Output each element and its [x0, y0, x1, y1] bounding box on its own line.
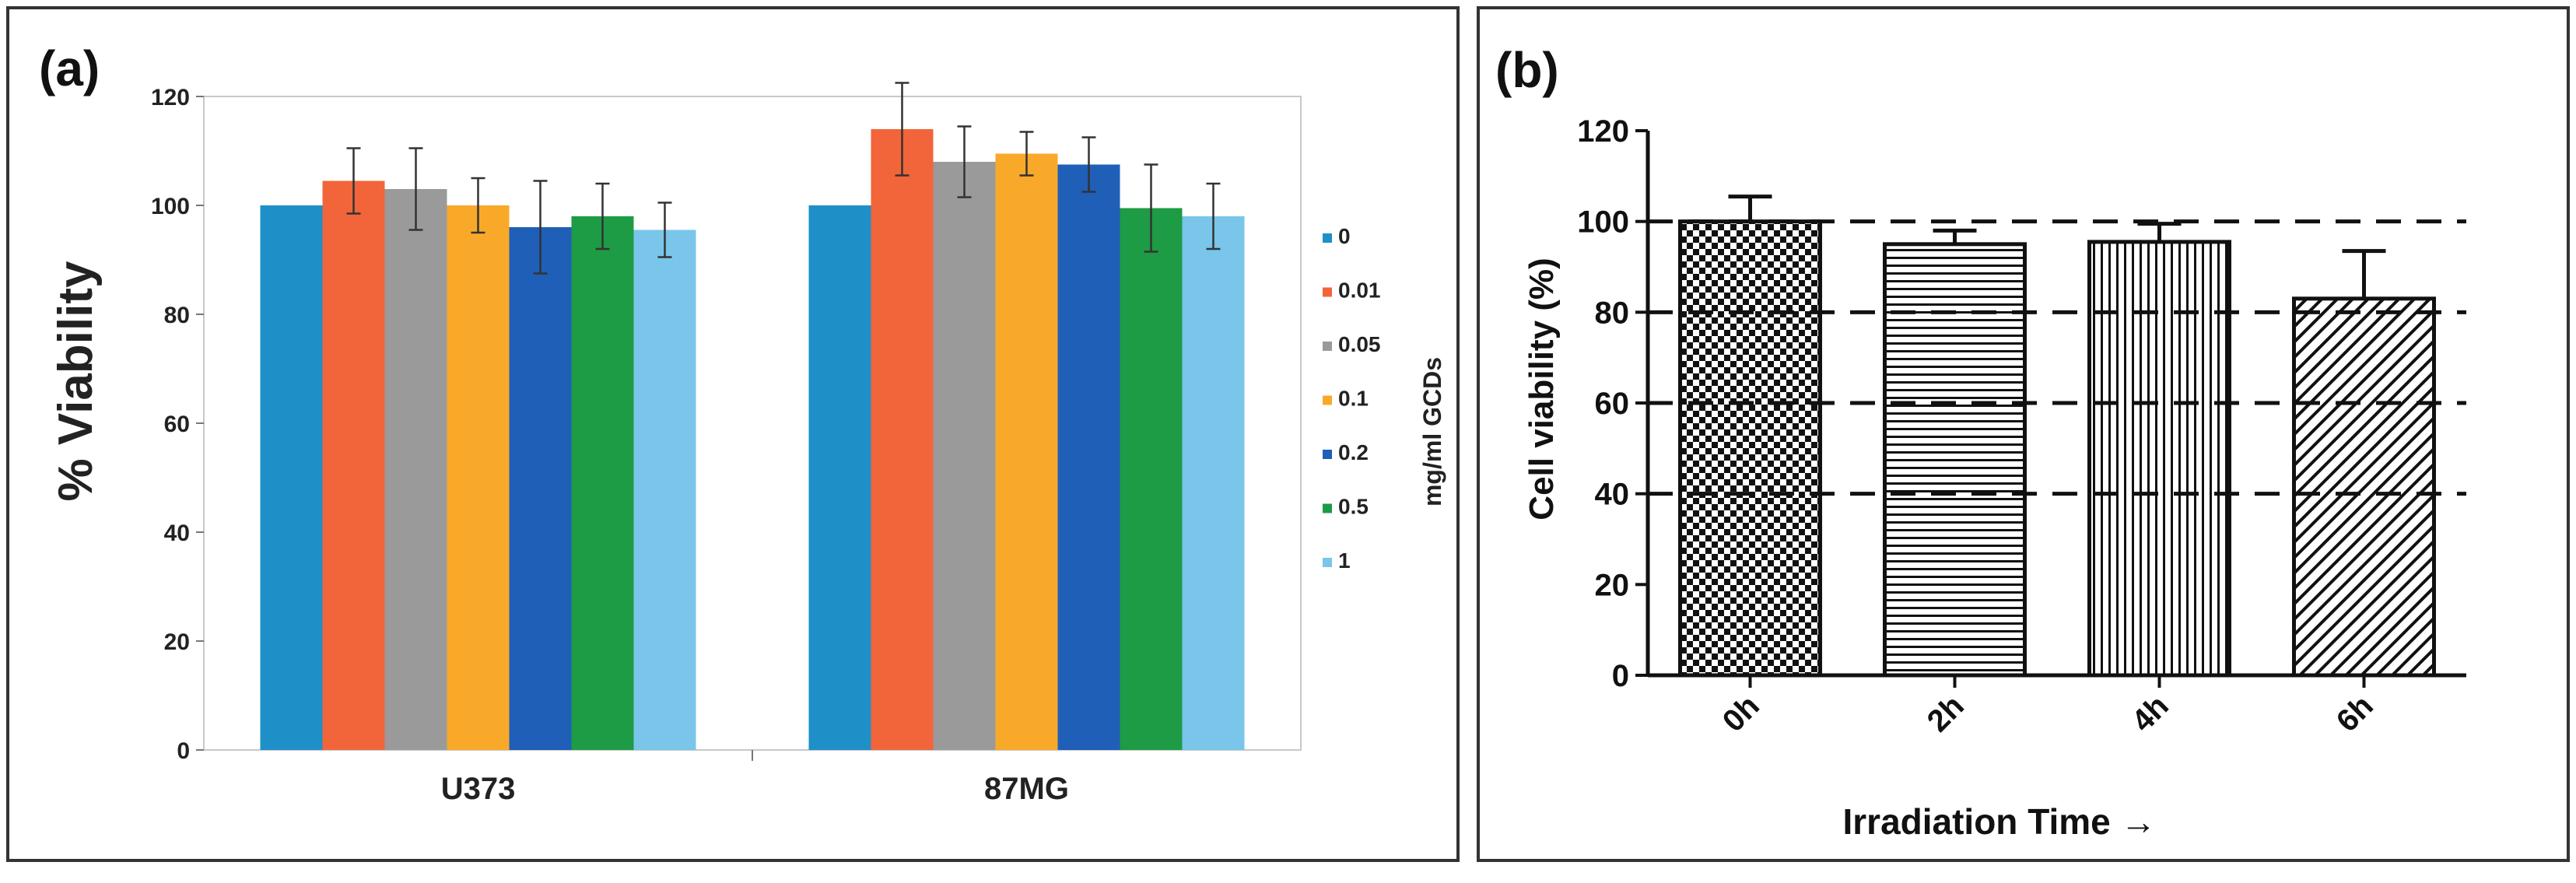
y-tick-label: 20	[1595, 568, 1630, 602]
y-tick-label: 100	[1577, 205, 1629, 240]
y-tick-label: 80	[164, 303, 190, 328]
legend-label: 0.01	[1338, 279, 1381, 303]
legend-swatch	[1323, 342, 1332, 351]
bar	[447, 205, 510, 750]
y-tick-label: 20	[164, 629, 190, 655]
y-tick-label: 0	[1612, 659, 1629, 693]
y-tick-label: 60	[1595, 387, 1630, 421]
y-tick-label: 60	[164, 412, 190, 437]
bar	[1883, 242, 2027, 678]
bar	[1678, 219, 1822, 678]
legend-label: 0.1	[1338, 387, 1369, 411]
bar	[2292, 296, 2436, 678]
x-category-label: 2h	[1921, 689, 1971, 738]
y-tick-label: 120	[151, 85, 190, 110]
x-category-label: 4h	[2126, 689, 2175, 738]
bar	[2087, 240, 2231, 678]
legend-label: 0.5	[1338, 495, 1369, 519]
legend-swatch	[1323, 450, 1332, 459]
bar	[571, 216, 634, 750]
legend-label: 1	[1338, 548, 1351, 573]
y-tick-label: 80	[1595, 296, 1630, 330]
x-category-label: U373	[441, 772, 516, 806]
y-tick-label: 40	[164, 520, 190, 546]
y-tick-label: 40	[1595, 478, 1630, 512]
x-category-label: 87MG	[984, 772, 1069, 806]
bar	[509, 227, 572, 750]
y-tick-label: 0	[177, 738, 190, 764]
legend-swatch	[1323, 233, 1332, 243]
legend-label: 0.05	[1338, 332, 1381, 356]
y-tick-label: 100	[151, 194, 190, 219]
panel-b-y-axis-title: Cell viability (%)	[1523, 258, 1561, 520]
bar	[808, 205, 871, 750]
panel-a-label: (a)	[39, 40, 100, 96]
bar	[322, 180, 385, 750]
y-tick-label: 120	[1577, 114, 1629, 149]
bar	[871, 129, 934, 750]
x-category-label: 6h	[2330, 689, 2380, 738]
legend-swatch	[1323, 558, 1332, 567]
panel-b-x-axis-title: Irradiation Time →	[1842, 801, 2156, 842]
bar	[1057, 164, 1120, 750]
legend-label: 0	[1338, 224, 1351, 248]
bar	[1182, 216, 1245, 750]
bar	[1120, 208, 1183, 750]
panel-b-label: (b)	[1495, 42, 1559, 98]
x-category-label: 0h	[1716, 689, 1766, 738]
bar	[933, 162, 996, 750]
legend-swatch	[1323, 395, 1332, 405]
legend-label: 0.2	[1338, 440, 1369, 464]
legend-swatch	[1323, 503, 1332, 513]
legend-swatch	[1323, 287, 1332, 297]
bar	[260, 205, 323, 750]
bar	[995, 153, 1058, 750]
panel-a-y-axis-title: % Viability	[49, 261, 103, 501]
bar	[633, 230, 696, 750]
panel-a-legend-title: mg/ml GCDs	[1418, 357, 1446, 506]
bar	[384, 189, 447, 750]
